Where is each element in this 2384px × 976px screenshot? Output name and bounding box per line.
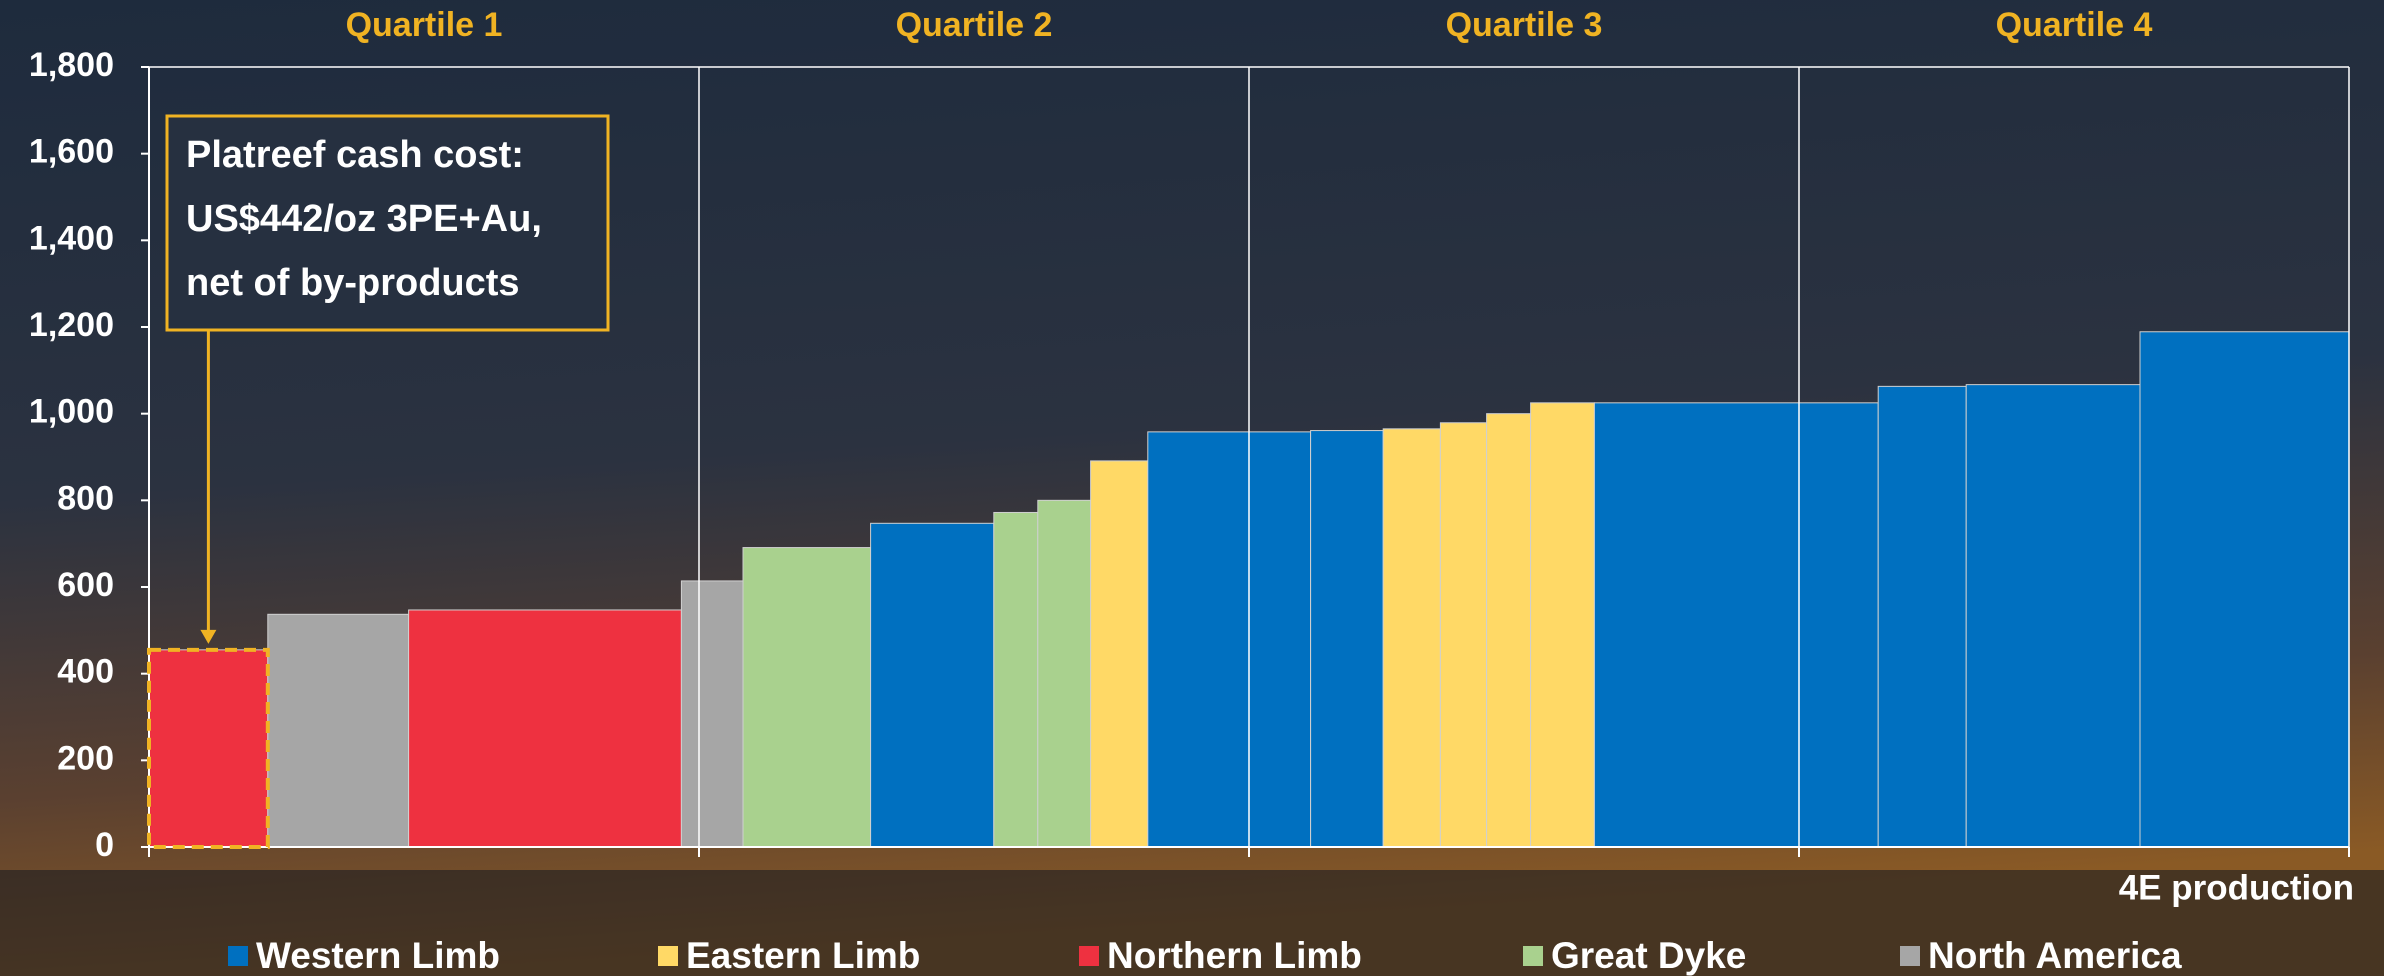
y-tick-label: 1,400 [29, 219, 114, 257]
legend-swatch [1523, 946, 1543, 966]
bar [1530, 402, 1595, 848]
legend-swatch [1900, 946, 1920, 966]
annotation-text: US$442/oz 3PE+Au, [186, 198, 542, 240]
annotation-box [165, 114, 610, 332]
bar [1877, 385, 1967, 848]
x-axis-label: 4E production [2119, 868, 2354, 907]
bar [1310, 430, 1384, 848]
y-tick-label: 400 [57, 653, 114, 691]
bar [1486, 413, 1532, 848]
bar [1382, 428, 1441, 848]
quartile-label: Quartile 4 [1996, 6, 2153, 44]
bar [870, 522, 995, 848]
y-tick-label: 200 [57, 739, 114, 777]
y-tick-label: 0 [95, 826, 114, 864]
highlight-box [147, 647, 270, 849]
bar [1593, 402, 1879, 848]
y-tick-label: 800 [57, 479, 114, 517]
annotation-text: net of by-products [186, 262, 520, 304]
quartile-label: Quartile 2 [896, 6, 1053, 44]
legend-label: Western Limb [256, 935, 500, 976]
annotation-text: Platreef cash cost: [186, 134, 524, 176]
y-tick-label: 1,600 [29, 133, 114, 171]
bar [267, 613, 410, 848]
y-tick-label: 600 [57, 566, 114, 604]
legend-label: Eastern Limb [686, 935, 920, 976]
ground [0, 870, 2384, 976]
bar [408, 609, 682, 848]
legend-swatch [228, 946, 248, 966]
quartile-label: Quartile 3 [1446, 6, 1603, 44]
y-tick-label: 1,200 [29, 306, 114, 344]
bar [1147, 431, 1312, 848]
legend-label: North America [1928, 935, 2182, 976]
bar [1439, 422, 1488, 848]
legend-label: Great Dyke [1551, 935, 1746, 976]
bar [1965, 384, 2141, 848]
quartile-label: Quartile 1 [346, 6, 503, 44]
y-tick-label: 1,800 [29, 46, 114, 84]
bar [993, 511, 1039, 848]
bar [1090, 460, 1149, 848]
bar [148, 649, 269, 848]
bar [680, 580, 744, 848]
legend-swatch [1079, 946, 1099, 966]
bar [2139, 331, 2350, 848]
legend-label: Northern Limb [1107, 935, 1362, 976]
bar [1037, 499, 1092, 848]
legend-swatch [658, 946, 678, 966]
y-tick-label: 1,000 [29, 393, 114, 431]
arrow-head [200, 629, 217, 644]
bar [742, 547, 872, 848]
